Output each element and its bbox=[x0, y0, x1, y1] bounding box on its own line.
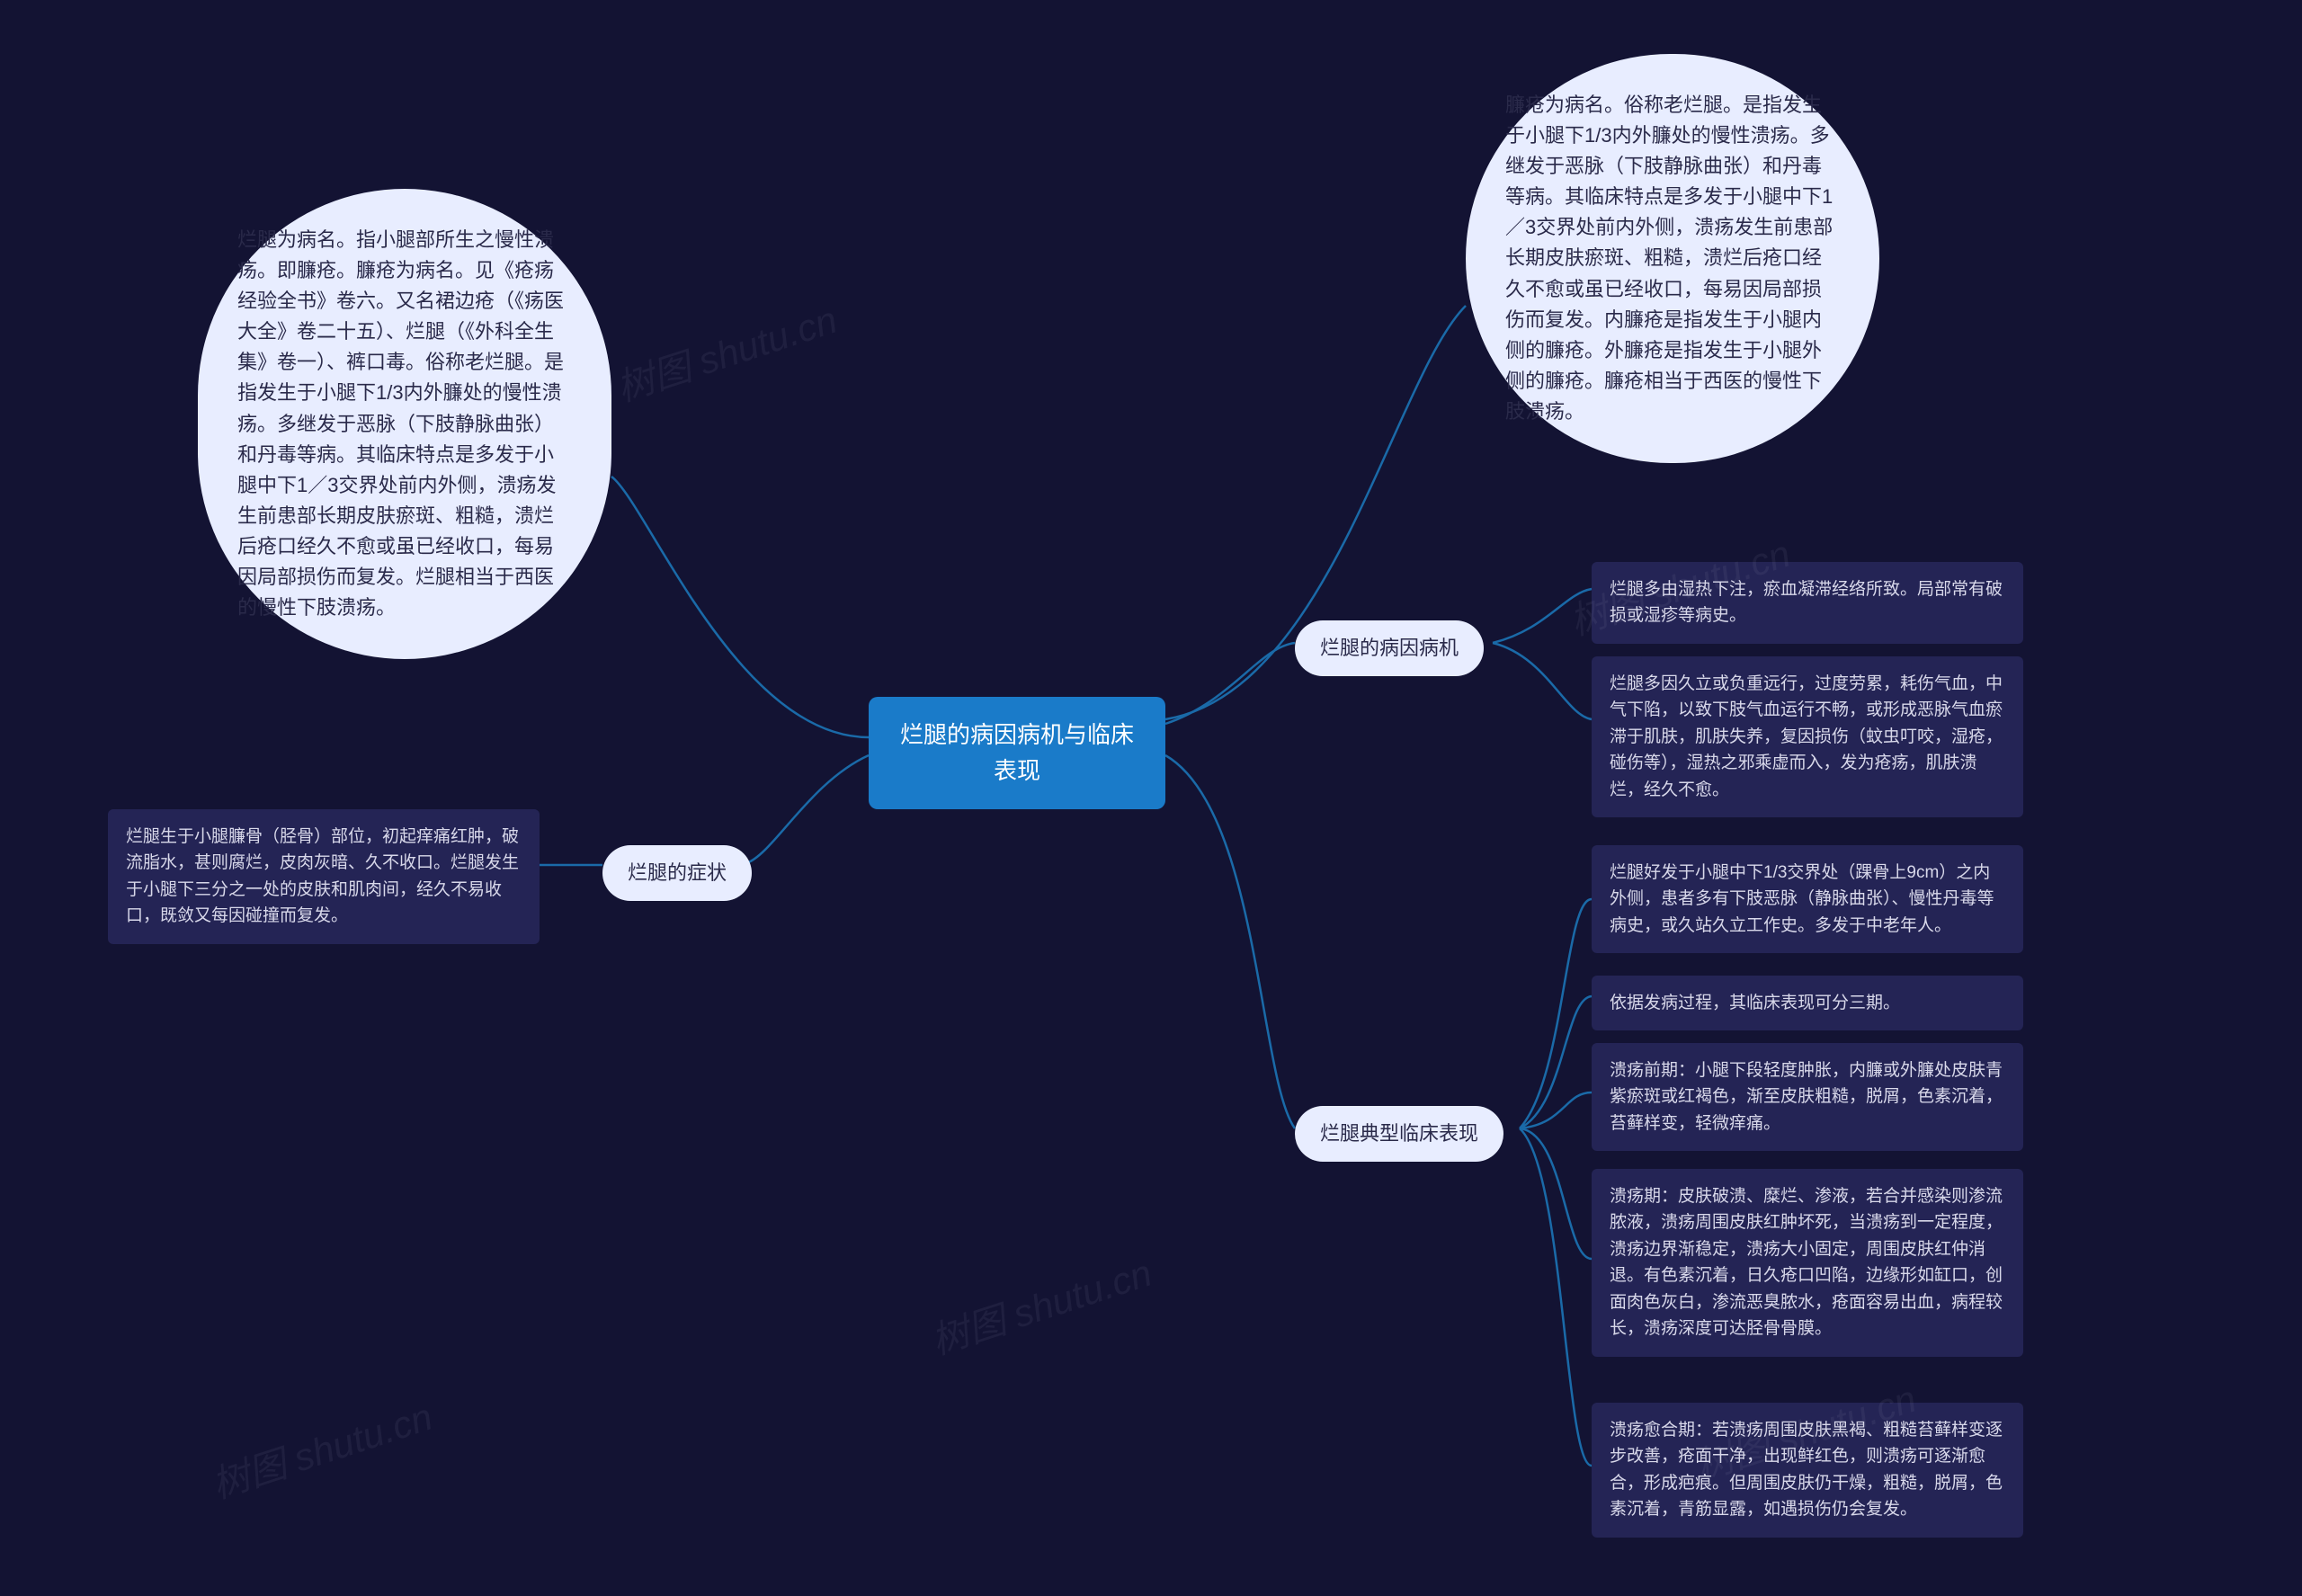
edge bbox=[1165, 755, 1295, 1128]
edge bbox=[1520, 1128, 1592, 1466]
leaf-etiology-1: 烂腿多由湿热下注，瘀血凝滞经络所致。局部常有破损或湿疹等病史。 bbox=[1592, 562, 2023, 644]
edge bbox=[1493, 643, 1592, 719]
leaf-etiology-2: 烂腿多因久立或负重远行，过度劳累，耗伤气血，中气下陷，以致下肢气血运行不畅，或形… bbox=[1592, 656, 2023, 817]
branch-clinical[interactable]: 烂腿典型临床表现 bbox=[1295, 1106, 1503, 1162]
edge bbox=[1520, 996, 1592, 1128]
watermark: 树图 shutu.cn bbox=[204, 1386, 439, 1510]
leaf-clinical-3: 溃疡前期：小腿下段轻度肿胀，内臁或外臁处皮肤青紫瘀斑或红褐色，渐至皮肤粗糙，脱屑… bbox=[1592, 1043, 2023, 1151]
leaf-symptoms-1: 烂腿生于小腿臁骨（胫骨）部位，初起痒痛红肿，破流脂水，甚则腐烂，皮肉灰暗、久不收… bbox=[108, 809, 540, 944]
leaf-clinical-5: 溃疡愈合期：若溃疡周围皮肤黑褐、粗糙苔藓样变逐步改善，疮面干净，出现鲜红色，则溃… bbox=[1592, 1403, 2023, 1538]
leaf-clinical-4: 溃疡期：皮肤破溃、糜烂、渗液，若合并感染则渗流脓液，溃疡周围皮肤红肿坏死，当溃疡… bbox=[1592, 1169, 2023, 1357]
edge bbox=[1520, 1092, 1592, 1128]
watermark: 树图 shutu.cn bbox=[609, 290, 843, 413]
watermark: 树图 shutu.cn bbox=[923, 1243, 1158, 1366]
branch-etiology[interactable]: 烂腿的病因病机 bbox=[1295, 620, 1484, 676]
edge bbox=[1493, 589, 1592, 643]
branch-symptoms[interactable]: 烂腿的症状 bbox=[602, 845, 752, 901]
center-node[interactable]: 烂腿的病因病机与临床表现 bbox=[869, 697, 1165, 809]
leaf-clinical-2: 依据发病过程，其临床表现可分三期。 bbox=[1592, 976, 2023, 1030]
edge bbox=[611, 477, 869, 737]
edge bbox=[1520, 1128, 1592, 1259]
edge bbox=[1165, 643, 1295, 724]
edge bbox=[746, 755, 869, 863]
right-definition-bubble: 臁疮为病名。俗称老烂腿。是指发生于小腿下1/3内外臁处的慢性溃疡。多继发于恶脉（… bbox=[1466, 54, 1879, 463]
leaf-clinical-1: 烂腿好发于小腿中下1/3交界处（踝骨上9cm）之内外侧，患者多有下肢恶脉（静脉曲… bbox=[1592, 845, 2023, 953]
left-definition-bubble: 烂腿为病名。指小腿部所生之慢性溃疡。即臁疮。臁疮为病名。见《疮疡经验全书》卷六。… bbox=[198, 189, 611, 659]
edge bbox=[1520, 899, 1592, 1128]
